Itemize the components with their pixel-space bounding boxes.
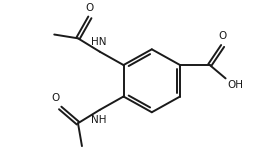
Text: OH: OH	[228, 80, 244, 90]
Text: O: O	[219, 31, 227, 41]
Text: O: O	[51, 93, 59, 103]
Text: O: O	[86, 3, 94, 13]
Text: NH: NH	[91, 115, 107, 125]
Text: HN: HN	[91, 37, 107, 47]
